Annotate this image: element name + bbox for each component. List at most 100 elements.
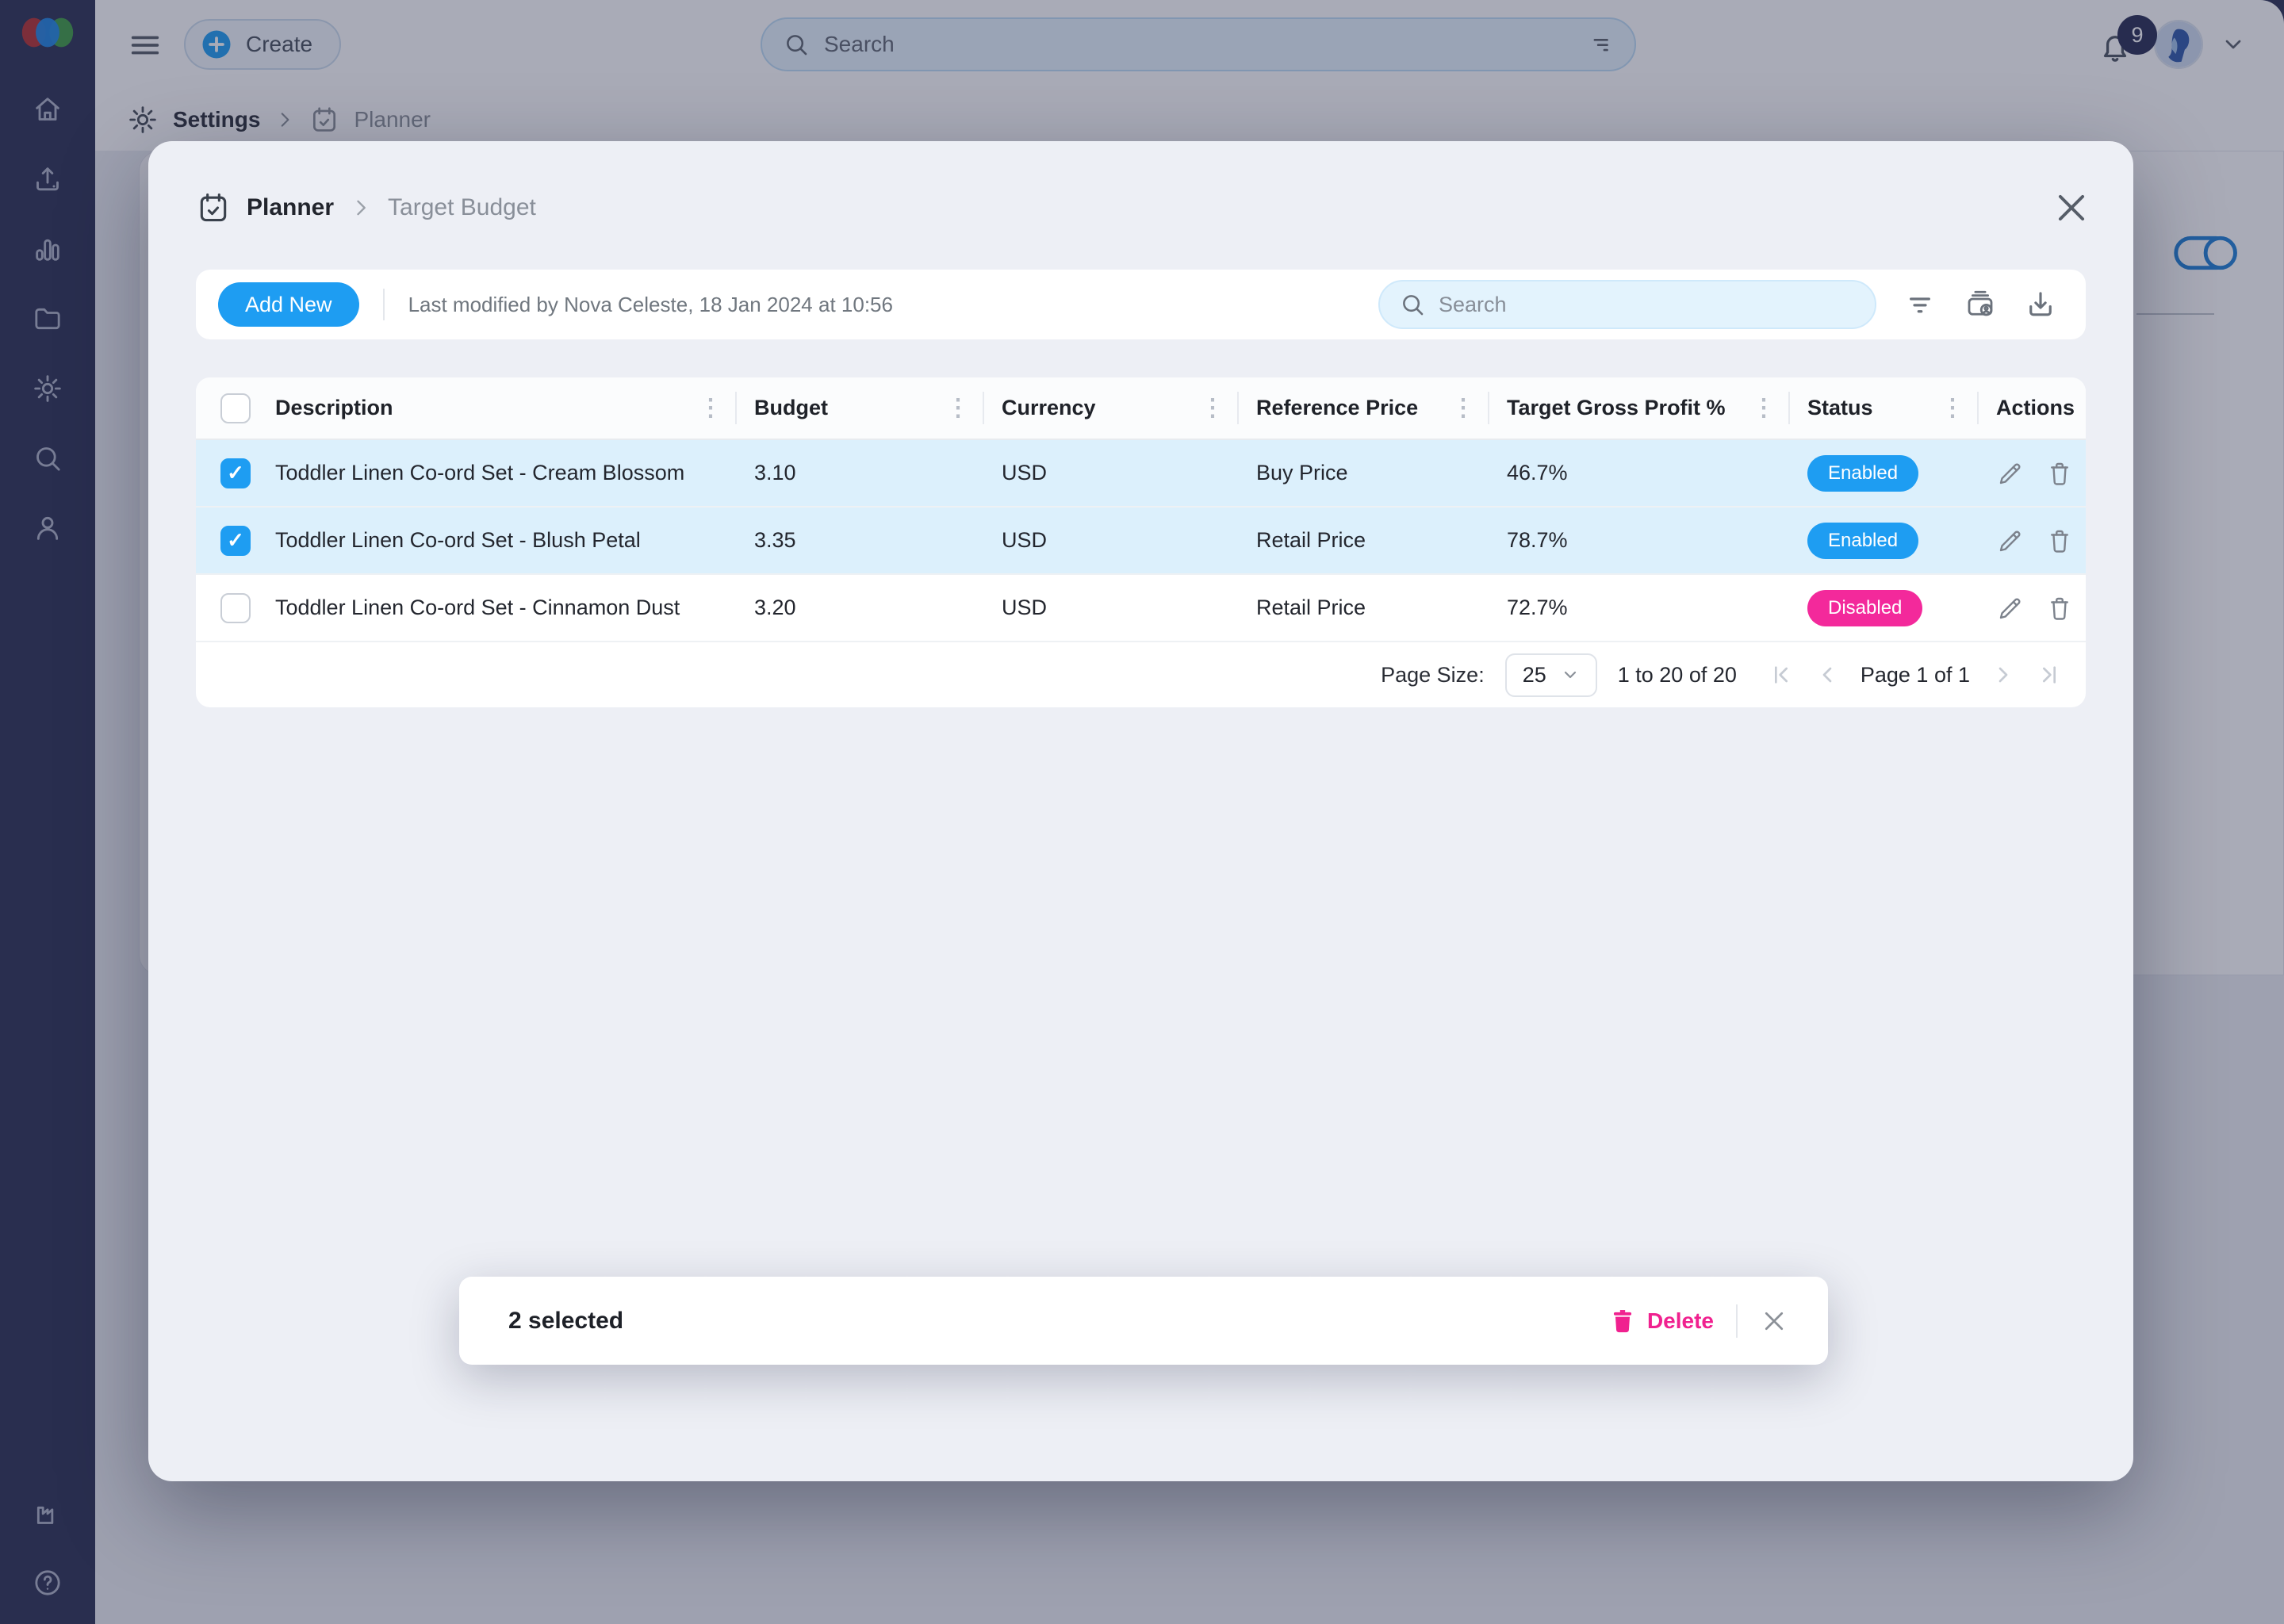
- account-chevron-down-icon[interactable]: [2221, 32, 2246, 57]
- next-page-icon[interactable]: [1991, 662, 2016, 688]
- edit-icon[interactable]: [1996, 594, 2025, 622]
- page-size-label: Page Size:: [1381, 662, 1485, 687]
- column-header: Target Gross Profit %: [1507, 396, 1726, 419]
- analytics-icon[interactable]: [30, 232, 65, 266]
- column-header: Actions: [1996, 396, 2075, 419]
- download-icon[interactable]: [2024, 288, 2057, 321]
- column-menu-icon[interactable]: ⋮: [1201, 394, 1224, 421]
- planner-calendar-icon: [309, 105, 339, 135]
- row-checkbox[interactable]: [220, 525, 251, 556]
- menu-icon[interactable]: [127, 27, 163, 62]
- selection-divider: [1736, 1304, 1738, 1338]
- table-footer: Page Size: 25 1 to 20 of 20 Page 1 of 1: [196, 642, 2086, 707]
- delete-icon[interactable]: [2045, 459, 2074, 488]
- edit-icon[interactable]: [1996, 459, 2025, 488]
- plus-icon: [202, 30, 231, 59]
- target-gross-profit-cell: 46.7%: [1507, 461, 1568, 485]
- row-checkbox[interactable]: [220, 458, 251, 488]
- page-size-value: 25: [1522, 662, 1546, 687]
- reference-price-cell: Retail Price: [1256, 596, 1366, 619]
- budget-cell: 3.35: [754, 528, 796, 552]
- modal-breadcrumb-target-budget: Target Budget: [388, 194, 536, 220]
- currency-cell: USD: [1002, 596, 1048, 619]
- column-menu-icon[interactable]: ⋮: [1941, 394, 1964, 421]
- card-stack-user-icon[interactable]: [1964, 288, 1997, 321]
- table-search-input[interactable]: [1439, 292, 1856, 317]
- app-logo-icon[interactable]: [17, 14, 78, 51]
- column-header: Status: [1807, 396, 1873, 419]
- description-cell: Toddler Linen Co-ord Set - Cinnamon Dust: [275, 596, 680, 619]
- search-icon[interactable]: [30, 441, 65, 476]
- search-filter-icon[interactable]: [1587, 31, 1614, 58]
- topbar: Create 9: [95, 0, 2284, 89]
- breadcrumb-planner[interactable]: Planner: [354, 107, 431, 132]
- notification-badge: 9: [2117, 15, 2157, 55]
- page-indicator: Page 1 of 1: [1860, 662, 1970, 687]
- row-checkbox[interactable]: [220, 592, 251, 623]
- page-size-select[interactable]: 25: [1504, 653, 1597, 697]
- delete-icon[interactable]: [2045, 527, 2074, 555]
- status-badge: Disabled: [1807, 589, 1923, 626]
- toggle-on-icon[interactable]: [2171, 231, 2244, 275]
- table-search[interactable]: [1378, 280, 1876, 329]
- notifications-button[interactable]: 9: [2097, 15, 2157, 66]
- table-row[interactable]: Toddler Linen Co-ord Set - Blush Petal 3…: [196, 508, 2086, 575]
- create-button[interactable]: Create: [184, 19, 342, 70]
- currency-cell: USD: [1002, 461, 1048, 485]
- filter-icon[interactable]: [1903, 288, 1937, 321]
- table-row[interactable]: Toddler Linen Co-ord Set - Cream Blossom…: [196, 440, 2086, 508]
- upload-icon[interactable]: [30, 162, 65, 197]
- selected-count-text: 2 selected: [508, 1307, 624, 1334]
- modal-toolbar: Add New Last modified by Nova Celeste, 1…: [196, 270, 2086, 339]
- target-gross-profit-cell: 72.7%: [1507, 596, 1568, 619]
- table-row[interactable]: Toddler Linen Co-ord Set - Cinnamon Dust…: [196, 575, 2086, 642]
- modal-close-icon[interactable]: [2051, 187, 2092, 228]
- global-search[interactable]: [761, 17, 1636, 71]
- target-budget-modal: Planner Target Budget Add New Last modif…: [148, 141, 2133, 1481]
- topbar-right: 9: [2097, 0, 2246, 89]
- edit-icon[interactable]: [1996, 527, 2025, 555]
- help-icon[interactable]: [30, 1565, 65, 1600]
- modal-breadcrumb-planner[interactable]: Planner: [247, 194, 335, 220]
- column-menu-icon[interactable]: ⋮: [946, 394, 970, 421]
- column-header: Currency: [1002, 396, 1096, 419]
- global-search-input[interactable]: [824, 32, 1573, 57]
- first-page-icon[interactable]: [1769, 662, 1794, 688]
- breadcrumb: Settings Planner: [95, 89, 2284, 151]
- chevron-down-icon: [1564, 671, 1576, 679]
- delete-selected-button[interactable]: Delete: [1608, 1306, 1714, 1336]
- modal-breadcrumb: Planner Target Budget: [148, 141, 2133, 225]
- folder-icon[interactable]: [30, 301, 65, 336]
- background-divider: [2136, 313, 2214, 315]
- sidebar-nav: [30, 92, 65, 546]
- add-new-button[interactable]: Add New: [218, 282, 359, 327]
- breadcrumb-settings[interactable]: Settings: [173, 107, 261, 132]
- selection-actions: Delete: [1608, 1304, 1788, 1338]
- factory-icon[interactable]: [30, 1496, 65, 1530]
- currency-cell: USD: [1002, 528, 1048, 552]
- settings-icon[interactable]: [30, 371, 65, 406]
- column-menu-icon[interactable]: ⋮: [1451, 394, 1475, 421]
- profile-icon[interactable]: [30, 511, 65, 546]
- last-page-icon[interactable]: [2037, 662, 2062, 688]
- table-header: Description ⋮ Budget ⋮ Currency ⋮ Reference…: [196, 377, 2086, 440]
- reference-price-cell: Buy Price: [1256, 461, 1348, 485]
- status-badge: Enabled: [1807, 454, 1919, 492]
- delete-icon[interactable]: [2045, 594, 2074, 622]
- trash-icon: [1613, 1309, 1632, 1332]
- home-icon[interactable]: [30, 92, 65, 127]
- settings-gear-icon: [127, 104, 159, 136]
- avatar[interactable]: [2154, 20, 2203, 69]
- target-gross-profit-cell: 78.7%: [1507, 528, 1568, 552]
- select-all-checkbox[interactable]: [220, 393, 251, 423]
- toolbar-divider: [382, 289, 385, 320]
- previous-page-icon[interactable]: [1815, 662, 1840, 688]
- search-icon: [787, 35, 807, 56]
- chevron-right-icon: [274, 109, 295, 130]
- column-menu-icon[interactable]: ⋮: [699, 394, 722, 421]
- column-menu-icon[interactable]: ⋮: [1752, 394, 1776, 421]
- status-badge: Enabled: [1807, 522, 1919, 559]
- sidebar: [0, 0, 95, 1624]
- clear-selection-icon[interactable]: [1760, 1307, 1788, 1335]
